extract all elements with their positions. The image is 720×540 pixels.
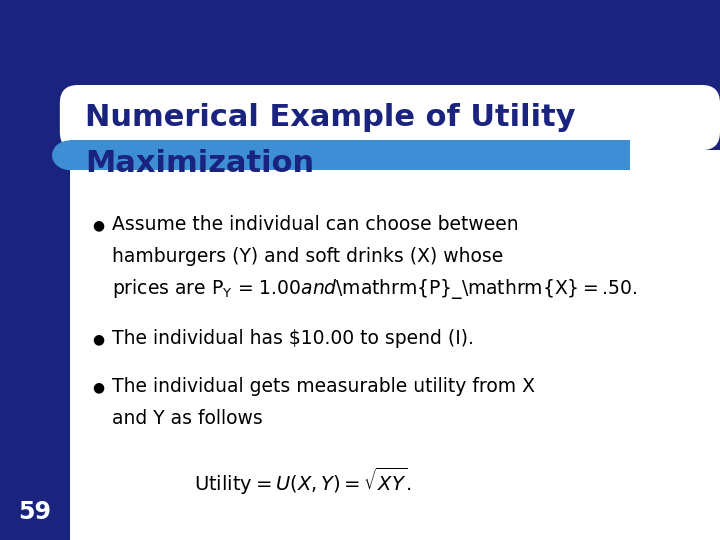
Bar	[0, 0, 70, 540]
Text: Maximization: Maximization	[85, 148, 314, 178]
Text: The individual has $10.00 to spend (I).: The individual has $10.00 to spend (I).	[112, 329, 474, 348]
Text: hamburgers (Y) and soft drinks (X) whose: hamburgers (Y) and soft drinks (X) whose	[112, 247, 503, 267]
Text: $\mathrm{Utility} = U(X,Y) = \sqrt{XY}.$: $\mathrm{Utility} = U(X,Y) = \sqrt{XY}.$	[194, 465, 411, 497]
Ellipse shape	[52, 140, 88, 170]
Text: and Y as follows: and Y as follows	[112, 409, 263, 429]
Bar	[70, 140, 630, 170]
Text: ●: ●	[92, 380, 104, 394]
Text: Assume the individual can choose between: Assume the individual can choose between	[112, 215, 518, 234]
Text: The individual gets measurable utility from X: The individual gets measurable utility f…	[112, 377, 535, 396]
Text: Numerical Example of Utility: Numerical Example of Utility	[85, 104, 575, 132]
Text: ●: ●	[92, 332, 104, 346]
Bar	[70, 0, 720, 150]
Text: prices are $\mathrm{P}_\mathrm{Y}$ = $1.00 and $\mathrm{P}_\mathrm{X}$=$.50.: prices are $\mathrm{P}_\mathrm{Y}$ = $1.…	[112, 277, 637, 301]
FancyBboxPatch shape	[60, 85, 720, 150]
Text: 59: 59	[19, 500, 51, 524]
Text: ●: ●	[92, 218, 104, 232]
